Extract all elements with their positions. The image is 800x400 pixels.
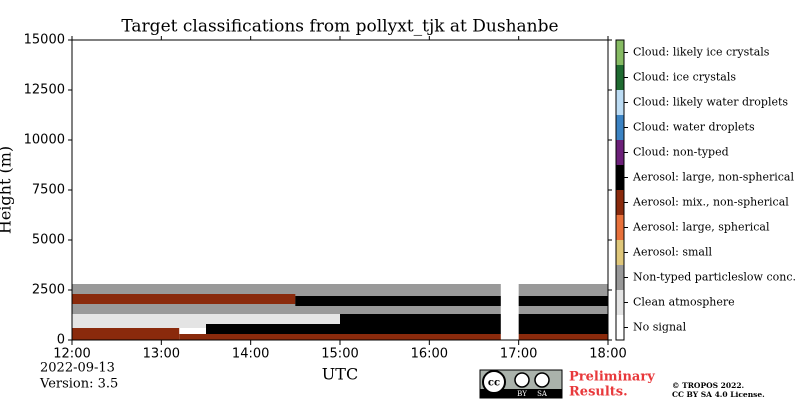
- legend-swatch: [616, 140, 624, 165]
- class-layer: [500, 40, 519, 340]
- logo-text: BY: [517, 390, 527, 398]
- legend-swatch: [616, 190, 624, 215]
- class-layer: [179, 334, 608, 340]
- legend-label: Cloud: likely water droplets: [633, 96, 788, 109]
- legend-frame: [615, 39, 625, 341]
- legend-swatch: [616, 215, 624, 240]
- legend-label: Cloud: likely ice crystals: [633, 46, 770, 59]
- date: 2022-09-13: [40, 361, 115, 376]
- class-layer: [72, 328, 180, 340]
- y-tick-label: 5000: [32, 233, 65, 248]
- legend-label: Cloud: water droplets: [633, 121, 755, 134]
- chart-title: Target classifications from pollyxt_tjk …: [121, 17, 558, 37]
- legend-swatch: [616, 240, 624, 265]
- x-axis-label: UTC: [322, 365, 358, 384]
- x-tick-label: 13:00: [143, 347, 180, 362]
- legend-swatch: [616, 65, 624, 90]
- copyright: CC BY SA 4.0 License.: [672, 390, 765, 399]
- y-tick-label: 15000: [24, 33, 65, 48]
- logo-circle: [514, 372, 530, 388]
- y-tick-label: 7500: [32, 183, 65, 198]
- version: Version: 3.5: [39, 377, 118, 392]
- y-tick-label: 12500: [24, 83, 65, 98]
- legend-swatch: [616, 165, 624, 190]
- legend-label: Aerosol: small: [632, 246, 712, 259]
- logo-text: cc: [488, 378, 500, 389]
- logo-circle: [482, 370, 506, 394]
- class-layer: [206, 324, 608, 334]
- legend-label: Clean atmosphere: [633, 296, 735, 309]
- legend-label: Aerosol: large, non-spherical: [632, 171, 794, 184]
- legend-swatch: [616, 115, 624, 140]
- legend-swatch: [616, 90, 624, 115]
- logo-band: [480, 389, 562, 398]
- legend-swatch: [616, 40, 624, 65]
- y-tick-label: 10000: [24, 133, 65, 148]
- x-tick-label: 17:00: [500, 347, 537, 362]
- y-tick-label: 2500: [32, 283, 65, 298]
- notice: Preliminary: [569, 370, 655, 385]
- logo-circle: [534, 372, 550, 388]
- x-tick-label: 18:00: [589, 347, 626, 362]
- legend-label: Cloud: ice crystals: [633, 71, 736, 84]
- notice: Results.: [569, 385, 628, 400]
- class-layer: [295, 296, 608, 306]
- class-layer: [72, 294, 296, 304]
- x-tick-label: 16:00: [411, 347, 448, 362]
- x-tick-label: 15:00: [321, 347, 358, 362]
- legend-swatch: [616, 265, 624, 290]
- copyright: © TROPOS 2022.: [672, 381, 744, 390]
- legend-label: Aerosol: large, spherical: [632, 221, 770, 234]
- x-tick-label: 12:00: [53, 347, 90, 362]
- legend-label: Cloud: non-typed: [633, 146, 729, 159]
- legend-label: No signal: [633, 321, 687, 334]
- license-logo: cc BY SA: [479, 369, 563, 399]
- legend-label: Non-typed particleslow conc.: [633, 271, 796, 284]
- legend-label: Aerosol: mix., non-spherical: [632, 196, 789, 209]
- class-layer: [340, 314, 608, 324]
- legend-swatch: [616, 290, 624, 315]
- x-tick-label: 14:00: [232, 347, 269, 362]
- legend-swatch: [616, 315, 624, 340]
- y-tick-label: 0: [57, 333, 65, 348]
- logo-text: SA: [537, 390, 548, 398]
- y-axis-label: Height (m): [0, 146, 15, 234]
